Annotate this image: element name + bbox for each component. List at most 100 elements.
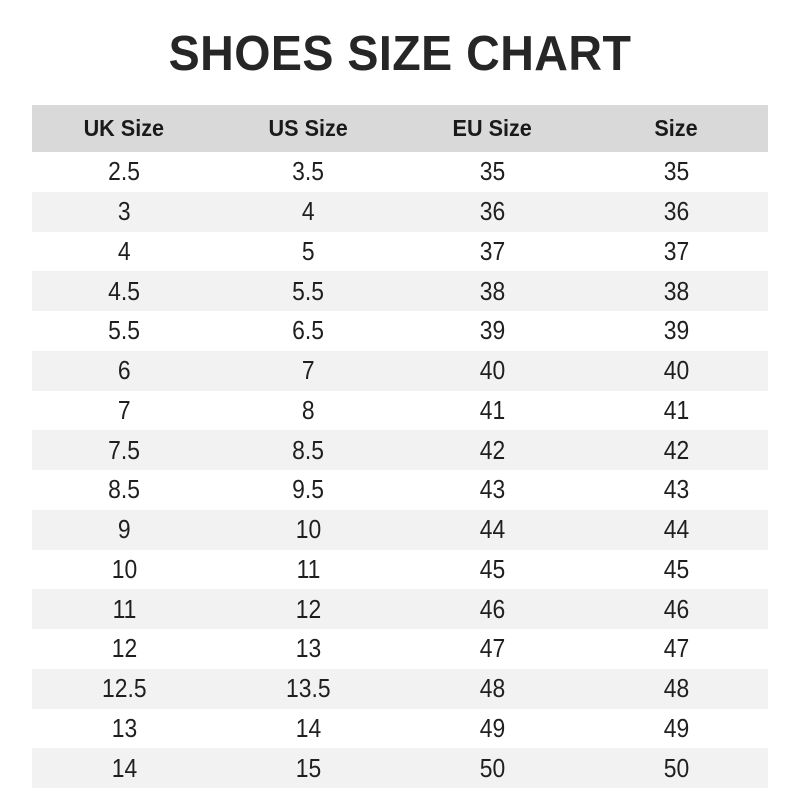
table-cell-size: 40 [584, 351, 768, 391]
table-cell-value: 14 [111, 752, 137, 783]
table-row: 4.5 5.5 38 38 [32, 271, 768, 311]
table-cell-uk: 2.5 [32, 152, 216, 192]
table-header-row: UK Size US Size EU Size Size [32, 105, 768, 152]
table-cell-value: 42 [663, 434, 689, 465]
table-row: 8.5 9.5 43 43 [32, 470, 768, 510]
table-cell-value: 13 [111, 712, 137, 743]
table-cell-us: 10 [216, 510, 400, 550]
table-cell-value: 40 [663, 355, 689, 386]
table-cell-value: 44 [479, 514, 505, 545]
table-cell-us: 7 [216, 351, 400, 391]
table-cell-size: 35 [584, 152, 768, 192]
table-cell-value: 43 [479, 474, 505, 505]
table-cell-value: 7 [117, 394, 131, 425]
table-cell-value: 13.5 [285, 673, 331, 704]
table-cell-eu: 44 [400, 510, 584, 550]
table-cell-uk: 4 [32, 232, 216, 272]
table-cell-value: 35 [663, 156, 689, 187]
table-cell-value: 4.5 [108, 275, 140, 306]
table-cell-us: 6.5 [216, 311, 400, 351]
table-cell-us: 5.5 [216, 271, 400, 311]
column-header-eu-size: EU Size [400, 105, 584, 152]
table-cell-us: 8.5 [216, 430, 400, 470]
table-cell-value: 8.5 [292, 434, 324, 465]
table-cell-value: 50 [479, 752, 505, 783]
table-cell-value: 37 [663, 235, 689, 266]
table-cell-value: 45 [663, 553, 689, 584]
table-cell-value: 3.5 [292, 156, 324, 187]
table-cell-size: 38 [584, 271, 768, 311]
table-cell-eu: 41 [400, 391, 584, 431]
table-cell-eu: 46 [400, 589, 584, 629]
table-cell-uk: 10 [32, 550, 216, 590]
table-cell-value: 41 [663, 394, 689, 425]
table-cell-size: 42 [584, 430, 768, 470]
table-cell-value: 14 [295, 712, 321, 743]
table-row: 10 11 45 45 [32, 549, 768, 590]
table-cell-us: 15 [216, 748, 400, 788]
table-row: 12.5 13.5 48 48 [32, 668, 768, 709]
table-cell-uk: 12 [32, 629, 216, 669]
page-title: SHOES SIZE CHART [168, 27, 632, 81]
table-cell-value: 39 [663, 315, 689, 346]
table-cell-us: 4 [216, 192, 400, 232]
table-header: UK Size US Size EU Size Size [32, 105, 768, 152]
table-cell-value: 38 [663, 275, 689, 306]
column-header-size-label: Size [654, 115, 698, 141]
table-cell-us: 3.5 [216, 152, 400, 192]
table-row: 11 12 46 46 [32, 589, 768, 629]
table-cell-uk: 4.5 [32, 271, 216, 311]
table-cell-value: 8 [301, 394, 315, 425]
table-cell-value: 39 [479, 315, 505, 346]
table-cell-us: 13 [216, 629, 400, 669]
table-row: 6 7 40 40 [32, 350, 768, 391]
table-cell-eu: 50 [400, 748, 584, 788]
table-cell-value: 11 [296, 553, 320, 584]
table-cell-value: 11 [112, 593, 136, 624]
table-row: 4 5 37 37 [32, 231, 768, 272]
table-row: 13 14 49 49 [32, 708, 768, 749]
column-header-size: Size [584, 105, 768, 152]
table-cell-size: 37 [584, 232, 768, 272]
table-cell-value: 5.5 [292, 275, 324, 306]
table-cell-value: 7 [301, 355, 315, 386]
table-cell-value: 37 [479, 235, 505, 266]
column-header-uk-size: UK Size [32, 105, 216, 152]
table-cell-eu: 35 [400, 152, 584, 192]
table-cell-value: 46 [479, 593, 505, 624]
table-cell-value: 12 [295, 593, 321, 624]
table-cell-value: 41 [479, 394, 505, 425]
table-cell-value: 13 [295, 633, 321, 664]
table-cell-eu: 45 [400, 550, 584, 590]
table-cell-value: 48 [479, 673, 505, 704]
table-cell-value: 35 [479, 156, 505, 187]
table-cell-value: 38 [479, 275, 505, 306]
column-header-uk-size-label: UK Size [83, 115, 165, 141]
table-row: 2.5 3.5 35 35 [32, 152, 768, 192]
table-cell-eu: 49 [400, 709, 584, 749]
column-header-eu-size-label: EU Size [452, 115, 532, 141]
table-row: 7.5 8.5 42 42 [32, 430, 768, 470]
column-header-us-size: US Size [216, 105, 400, 152]
table-cell-uk: 7 [32, 391, 216, 431]
table-cell-value: 5.5 [108, 315, 140, 346]
table-cell-value: 47 [479, 633, 505, 664]
table-cell-value: 44 [663, 514, 689, 545]
table-cell-us: 5 [216, 232, 400, 272]
table-cell-us: 8 [216, 391, 400, 431]
table-cell-value: 10 [295, 514, 321, 545]
table-row: 3 4 36 36 [32, 191, 768, 232]
table-cell-uk: 12.5 [32, 669, 216, 709]
column-header-us-size-label: US Size [268, 115, 348, 141]
table-cell-eu: 43 [400, 470, 584, 510]
table-cell-value: 15 [295, 752, 321, 783]
table-cell-value: 49 [479, 712, 505, 743]
table-cell-eu: 38 [400, 271, 584, 311]
table-cell-uk: 13 [32, 709, 216, 749]
table-cell-value: 45 [479, 553, 505, 584]
table-cell-value: 9 [117, 514, 131, 545]
table-cell-us: 9.5 [216, 470, 400, 510]
table-cell-size: 39 [584, 311, 768, 351]
table-cell-size: 49 [584, 709, 768, 749]
table-cell-value: 10 [111, 553, 137, 584]
